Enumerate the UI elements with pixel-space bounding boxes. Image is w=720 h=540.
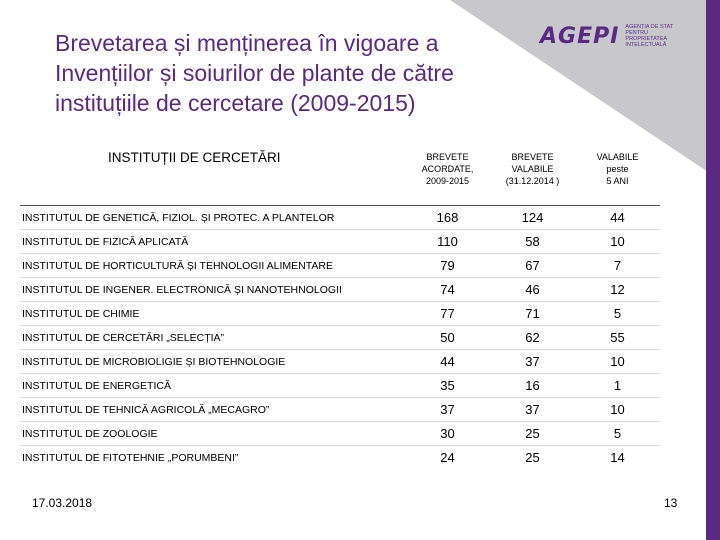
granted-count-cell: 37: [405, 397, 490, 422]
granted-count-cell: 77: [405, 301, 490, 326]
institution-name-cell: INSTITUTUL DE ZOOLOGIE: [20, 421, 405, 446]
table-row: INSTITUTUL DE CERCETĂRI „SELECȚIA” 50 62 55: [20, 325, 660, 350]
valid-5-years-count-cell: 14: [575, 445, 660, 470]
title-line-1: Brevetarea și menținerea în vigoare a: [55, 30, 439, 56]
slide-title: Brevetarea și menținerea în vigoare a In…: [55, 28, 525, 118]
valid-count-cell: 46: [490, 277, 575, 302]
institution-name-cell: INSTITUTUL DE CHIMIE: [20, 301, 405, 326]
valid-count-cell: 62: [490, 325, 575, 350]
valid-count-cell: 58: [490, 229, 575, 254]
table-row: INSTITUTUL DE CHIMIE 77 71 5: [20, 301, 660, 326]
valid-count-cell: 124: [490, 205, 575, 230]
footer-date: 17.03.2018: [32, 496, 93, 510]
valid-5-years-count-cell: 10: [575, 349, 660, 374]
agepi-logo: AGEPI AGENȚIA DE STAT PENTRU PROPRIETATE…: [540, 22, 700, 50]
logo-wordmark: AGEPI: [540, 23, 620, 49]
table-row: INSTITUTUL DE ZOOLOGIE 30 25 5: [20, 421, 660, 446]
header-granted: BREVETE ACORDATE, 2009-2015: [421, 152, 474, 186]
valid-5-years-count-cell: 55: [575, 325, 660, 350]
header-valid: BREVETE VALABILE (31.12.2014 ): [505, 152, 560, 186]
logo-tagline-line: INTELECTUALĂ: [625, 42, 667, 48]
valid-5-years-count-cell: 12: [575, 277, 660, 302]
valid-5-years-count-cell: 10: [575, 397, 660, 422]
institution-name-cell: INSTITUTUL DE FIZICĂ APLICATĂ: [20, 229, 405, 254]
decorative-gray-triangle: [450, 0, 720, 180]
logo-tagline-line: AGENȚIA DE STAT: [625, 24, 674, 30]
valid-5-years-count-cell: 5: [575, 421, 660, 446]
institution-name-cell: INSTITUTUL DE INGENER. ELECTRONICĂ ȘI NA…: [20, 277, 405, 302]
valid-count-cell: 16: [490, 373, 575, 398]
granted-count-cell: 168: [405, 205, 490, 230]
institution-name-cell: INSTITUTUL DE TEHNICĂ AGRICOLĂ „MECAGRO”: [20, 397, 405, 422]
valid-count-cell: 67: [490, 253, 575, 278]
table-row: INSTITUTUL DE INGENER. ELECTRONICĂ ȘI NA…: [20, 277, 660, 302]
valid-count-cell: 25: [490, 445, 575, 470]
title-line-2: Invențiilor și soiurilor de plante de că…: [55, 60, 454, 86]
table-row: INSTITUTUL DE FIZICĂ APLICATĂ 110 58 10: [20, 229, 660, 254]
institution-name-cell: INSTITUTUL DE GENETICĂ, FIZIOL. ȘI PROTE…: [20, 205, 405, 230]
granted-count-cell: 35: [405, 373, 490, 398]
granted-count-cell: 110: [405, 229, 490, 254]
granted-count-cell: 44: [405, 349, 490, 374]
institution-name-cell: INSTITUTUL DE HORTICULTURĂ ȘI TEHNOLOGII…: [20, 253, 405, 278]
header-valid-5-years: VALABILE peste 5 ANI: [596, 152, 639, 186]
valid-count-cell: 37: [490, 397, 575, 422]
granted-count-cell: 30: [405, 421, 490, 446]
institution-name-cell: INSTITUTUL DE ENERGETICĂ: [20, 373, 405, 398]
table-row: INSTITUTUL DE HORTICULTURĂ ȘI TEHNOLOGII…: [20, 253, 660, 278]
table-row: INSTITUTUL DE GENETICĂ, FIZIOL. ȘI PROTE…: [20, 205, 660, 230]
patents-table: INSTITUȚII DE CERCETĂRI BREVETE ACORDATE…: [20, 144, 660, 470]
institution-name-cell: INSTITUTUL DE FITOTEHNIE „PORUMBENI”: [20, 445, 405, 470]
institution-name-cell: INSTITUTUL DE MICROBIOLIGIE ȘI BIOTEHNOL…: [20, 349, 405, 374]
valid-5-years-count-cell: 1: [575, 373, 660, 398]
table-row: INSTITUTUL DE FITOTEHNIE „PORUMBENI” 24 25…: [20, 445, 660, 470]
table-row: INSTITUTUL DE ENERGETICĂ 35 16 1: [20, 373, 660, 398]
header-institution: INSTITUȚII DE CERCETĂRI: [108, 150, 281, 165]
table-row: INSTITUTUL DE TEHNICĂ AGRICOLĂ „MECAGRO”…: [20, 397, 660, 422]
valid-count-cell: 25: [490, 421, 575, 446]
granted-count-cell: 74: [405, 277, 490, 302]
valid-5-years-count-cell: 5: [575, 301, 660, 326]
valid-5-years-count-cell: 44: [575, 205, 660, 230]
decorative-purple-bar: [706, 0, 720, 540]
table-row: INSTITUTUL DE MICROBIOLIGIE ȘI BIOTEHNOL…: [20, 349, 660, 374]
institution-name-cell: INSTITUTUL DE CERCETĂRI „SELECȚIA”: [20, 325, 405, 350]
granted-count-cell: 24: [405, 445, 490, 470]
valid-5-years-count-cell: 10: [575, 229, 660, 254]
page-number: 13: [664, 496, 678, 510]
valid-count-cell: 71: [490, 301, 575, 326]
granted-count-cell: 79: [405, 253, 490, 278]
valid-5-years-count-cell: 7: [575, 253, 660, 278]
valid-count-cell: 37: [490, 349, 575, 374]
logo-tagline-line: PENTRU: [625, 30, 649, 36]
granted-count-cell: 50: [405, 325, 490, 350]
table-header-row: INSTITUȚII DE CERCETĂRI BREVETE ACORDATE…: [20, 144, 660, 206]
logo-tagline-line: PROPRIETATEA: [625, 36, 668, 42]
title-line-3: instituțiile de cercetare (2009-2015): [55, 90, 416, 116]
logo-tagline: AGENȚIA DE STAT PENTRU PROPRIETATEA INTE…: [625, 24, 685, 48]
